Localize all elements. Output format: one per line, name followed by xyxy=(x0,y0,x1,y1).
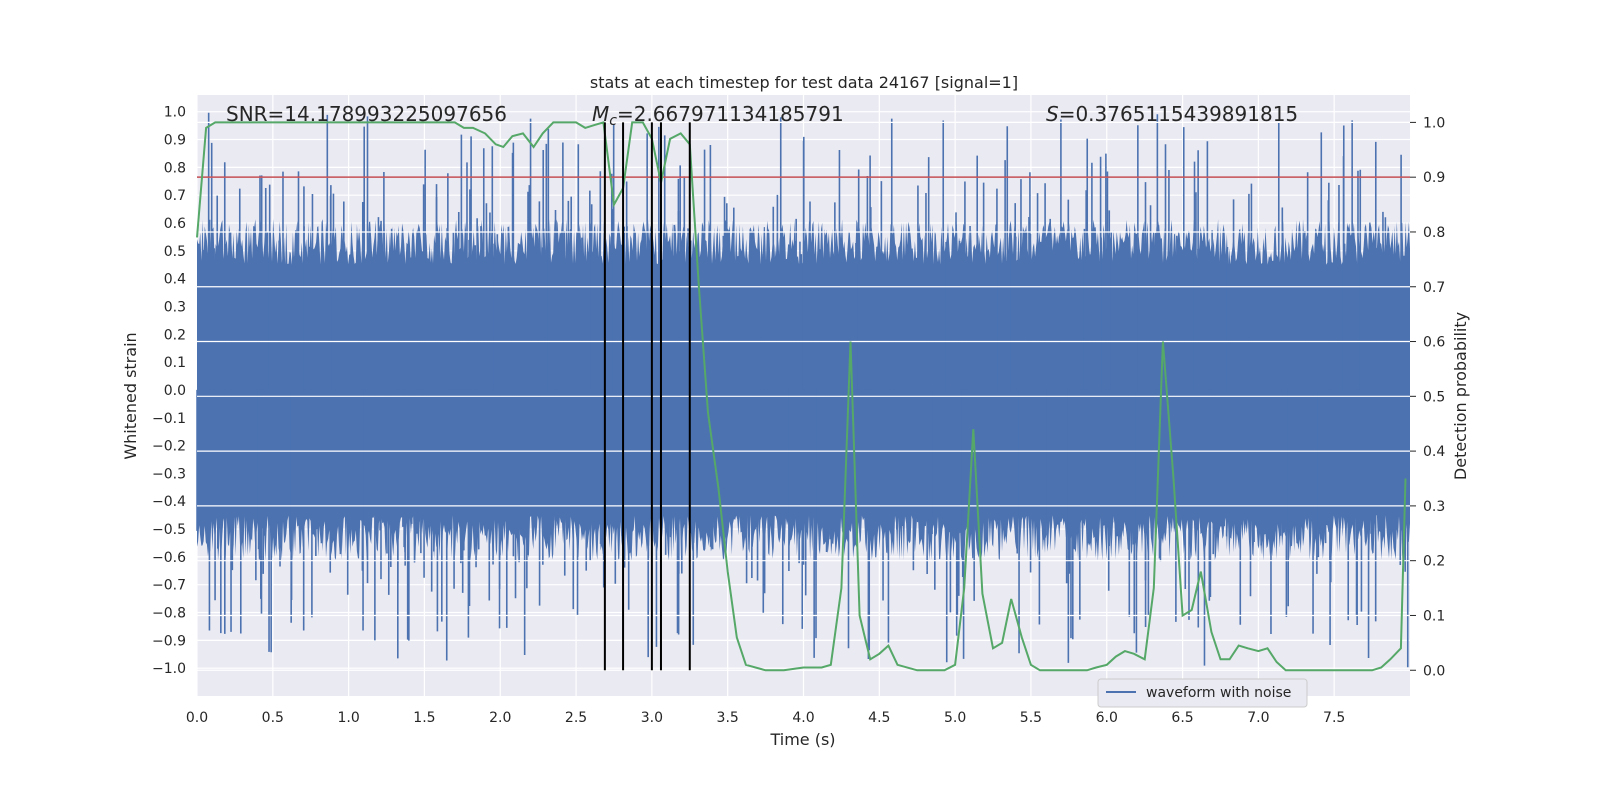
y-right-tick-label: 0.0 xyxy=(1423,663,1445,679)
x-tick-label: 3.5 xyxy=(717,710,739,726)
legend: waveform with noise xyxy=(1097,678,1308,708)
y-left-tick-label: 0.9 xyxy=(164,133,186,149)
y-left-tick-label: 1.0 xyxy=(164,105,186,121)
s-annotation: S=0.3765115439891815 xyxy=(1046,102,1298,126)
x-tick-label: 4.5 xyxy=(868,710,890,726)
y-right-tick-label: 0.8 xyxy=(1423,225,1445,241)
y-left-tick-label: 0.7 xyxy=(164,188,186,204)
y-left-tick-label: 0.2 xyxy=(164,327,186,343)
y-right-tick-label: 0.1 xyxy=(1423,608,1445,624)
y-left-tick-label: 0.6 xyxy=(164,216,186,232)
x-tick-label: 6.0 xyxy=(1096,710,1118,726)
y-right-tick-label: 0.2 xyxy=(1423,554,1445,570)
detection-probability-line xyxy=(196,121,1407,672)
x-tick-label: 2.5 xyxy=(565,710,587,726)
legend-label: waveform with noise xyxy=(1146,685,1291,701)
x-axis-label: Time (s) xyxy=(769,730,835,749)
y-right-tick-label: 0.4 xyxy=(1423,444,1445,460)
y-left-tick-label: −1.0 xyxy=(152,661,186,677)
left-y-axis-label: Whitened strain xyxy=(121,332,140,459)
y-left-tick-label: −0.6 xyxy=(152,550,186,566)
legend-box xyxy=(1097,678,1308,708)
y-left-tick-label: 0.3 xyxy=(164,299,186,315)
left-axis-ticks: 1.0 0.9 0.8 0.7 0.6 0.5 0.4 0.3 0.2 0.1 0.0 −0.1 −0.… xyxy=(152,105,186,677)
y-left-tick-label: −0.3 xyxy=(152,466,186,482)
y-left-tick-label: −0.9 xyxy=(152,633,186,649)
chirp-mass-subscript: c xyxy=(609,113,617,129)
x-tick-label: 2.0 xyxy=(489,710,511,726)
y-left-tick-label: −0.2 xyxy=(152,439,186,455)
y-left-tick-label: 0.0 xyxy=(164,383,186,399)
x-tick-label: 5.5 xyxy=(1020,710,1042,726)
x-axis-ticks: 0.0 0.5 1.0 1.5 2.0 2.5 3.0 3.5 4.0 4.5 5.0 5.5 6.0 6… xyxy=(186,710,1345,726)
y-right-tick-label: 0.3 xyxy=(1423,499,1445,515)
x-tick-label: 1.5 xyxy=(413,710,435,726)
chirp-mass-symbol: M xyxy=(592,102,609,126)
y-right-tick-label: 0.9 xyxy=(1423,170,1445,186)
y-left-tick-label: −0.1 xyxy=(152,411,186,427)
x-tick-label: 0.5 xyxy=(262,710,284,726)
chirp-marker-lines xyxy=(603,122,691,671)
waveform-spikes xyxy=(196,112,1409,668)
y-right-tick-label: 1.0 xyxy=(1423,115,1445,131)
y-left-tick-label: −0.4 xyxy=(152,494,186,510)
x-tick-label: 7.5 xyxy=(1323,710,1345,726)
x-tick-label: 1.0 xyxy=(337,710,359,726)
x-tick-label: 0.0 xyxy=(186,710,208,726)
y-left-tick-label: −0.5 xyxy=(152,522,186,538)
y-left-tick-label: 0.5 xyxy=(164,244,186,260)
y-right-tick-label: 0.7 xyxy=(1423,280,1445,296)
x-tick-label: 7.0 xyxy=(1247,710,1269,726)
s-value: =0.3765115439891815 xyxy=(1059,102,1298,126)
right-y-axis-label: Detection probability xyxy=(1451,312,1470,480)
y-left-tick-label: −0.8 xyxy=(152,606,186,622)
x-tick-label: 4.0 xyxy=(792,710,814,726)
y-left-tick-label: 0.4 xyxy=(164,272,186,288)
x-tick-label: 6.5 xyxy=(1171,710,1193,726)
y-left-tick-label: 0.8 xyxy=(164,160,186,176)
x-tick-label: 3.0 xyxy=(641,710,663,726)
y-right-tick-label: 0.5 xyxy=(1423,389,1445,405)
y-left-tick-label: −0.7 xyxy=(152,578,186,594)
snr-annotation: SNR=14.178993225097656 xyxy=(226,102,507,126)
right-axis-ticks: 1.0 0.9 0.8 0.7 0.6 0.5 0.4 0.3 0.2 0.1 0.0 xyxy=(1410,115,1445,679)
s-symbol: S xyxy=(1046,102,1059,126)
y-left-tick-label: 0.1 xyxy=(164,355,186,371)
chirp-mass-value: =2.667971134185791 xyxy=(617,102,844,126)
chart-title: stats at each timestep for test data 241… xyxy=(590,73,1018,92)
y-right-tick-label: 0.6 xyxy=(1423,335,1445,351)
x-tick-label: 5.0 xyxy=(944,710,966,726)
chirp-mass-annotation: Mc=2.667971134185791 xyxy=(592,102,844,129)
